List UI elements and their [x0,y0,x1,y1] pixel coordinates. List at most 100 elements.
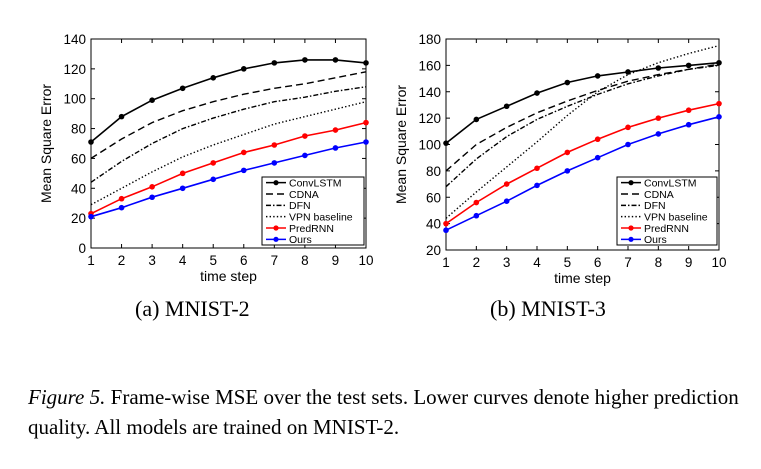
x-axis-label: time step [554,270,611,286]
y-tick-label: 120 [418,111,441,126]
legend-label-cdna: CDNA [289,189,319,201]
chart-b: 20 40 60 80 100 120 140 160 180 1 2 3 4 5 6 7 8 9 10 time s… [393,32,727,286]
series-predrnn-point [118,195,125,202]
series-ours-point [655,131,662,137]
series-cdna [445,63,720,172]
series-predrnn-point [534,165,540,172]
chart-a: 0 20 40 60 80 100 120 140 1 2 3 4 5 6 7 8 9 10 time step Me… [38,32,374,284]
series-ours-point [443,227,449,234]
legend-marker-convlstm [628,180,634,186]
series-dfn [90,86,367,183]
legend-box [616,176,718,246]
x-tick-label: 9 [332,253,340,268]
series-predrnn-point [473,199,480,206]
y-tick-label: 40 [71,181,86,196]
series-predrnn-point [443,220,449,227]
legend-label-convlstm: ConvLSTM [289,177,342,189]
series-dfn-line [445,64,720,188]
series-ours-point [473,212,480,219]
y-tick-label: 120 [63,62,86,77]
series-ours-point [210,176,217,183]
y-tick-label: 100 [418,138,441,153]
y-tick-label: 60 [426,190,441,205]
y-tick-label: 20 [71,211,86,226]
series-convlstm-line [445,61,720,144]
series-convlstm-point [240,66,247,72]
series-ours-point [594,154,601,161]
x-tick-label: 2 [118,253,126,268]
series-convlstm-point [118,113,125,120]
x-tick-label: 5 [564,255,572,270]
series-predrnn-point [210,160,217,166]
series-convlstm-point [503,103,510,110]
legend-label-dfn: DFN [644,200,666,212]
x-tick-label: 4 [533,255,541,270]
x-tick-label: 9 [685,255,693,270]
series-convlstm-point [716,59,722,66]
series-ours-point [302,152,308,159]
y-axis-label: Mean Square Error [393,85,409,204]
legend-box [261,176,365,246]
y-tick-label: 80 [426,164,441,179]
y-tick-label: 20 [426,243,441,258]
series-predrnn-point [332,127,339,133]
series-ours [88,139,369,220]
series-ours-line [90,141,367,218]
x-tick-label: 7 [624,255,632,270]
series-convlstm-point [443,140,449,146]
legend-label-vpn-baseline: VPN baseline [644,211,708,223]
series-ours-point [564,168,571,174]
legend-marker-ours [273,236,279,242]
y-axis-label: Mean Square Error [38,84,54,203]
legend-marker-convlstm [273,180,279,186]
series-convlstm-point [179,85,186,92]
x-tick-label: 5 [209,253,217,268]
legend-label-predrnn: PredRNN [644,223,689,235]
legend-label-dfn: DFN [289,200,311,212]
series-predrnn-line [90,121,367,215]
x-tick-label: 10 [711,255,726,270]
series-ours-point [685,121,692,128]
x-tick-label: 3 [148,253,156,268]
x-tick-label: 3 [503,255,511,270]
figure-caption: Figure 5. Frame-wise MSE over the test s… [28,382,748,442]
x-tick-label: 6 [594,255,602,270]
legend-label-predrnn: PredRNN [289,223,334,235]
series-predrnn-point [594,136,601,143]
subcaption-a: (a) MNIST-2 [135,296,250,321]
series-convlstm-point [271,60,278,66]
y-tick-label: 140 [63,32,86,47]
series-predrnn-point [655,115,662,121]
series-predrnn-point [271,142,278,148]
series-vpn-baseline [445,44,720,219]
legend-label-ours: Ours [289,234,312,246]
series-predrnn-point [240,149,247,156]
series-cdna [90,71,367,159]
y-tick-label: 0 [78,241,86,256]
series-dfn-line [90,86,367,183]
series-ours [443,114,722,234]
series-predrnn [443,100,722,227]
series-ours-point [716,114,722,120]
x-axis-label: time step [200,268,257,284]
series-predrnn-point [503,181,510,187]
series-ours-point [534,182,540,189]
series-dfn [445,64,720,188]
series-convlstm-point [210,75,217,81]
series-convlstm-point [685,62,692,69]
series-cdna-line [445,63,720,172]
subcaption-b: (b) MNIST-3 [490,296,606,321]
series-ours-point [503,198,510,205]
legend-label-vpn-baseline: VPN baseline [289,211,353,223]
series-ours-point [271,160,278,166]
series-predrnn-point [363,119,369,126]
series-convlstm-point [473,116,480,123]
x-tick-label: 10 [358,253,373,268]
series-predrnn-point [716,100,722,107]
y-tick-label: 140 [418,85,441,100]
series-predrnn-point [625,124,631,131]
series-predrnn-point [149,183,155,190]
y-tick-label: 180 [418,32,441,47]
